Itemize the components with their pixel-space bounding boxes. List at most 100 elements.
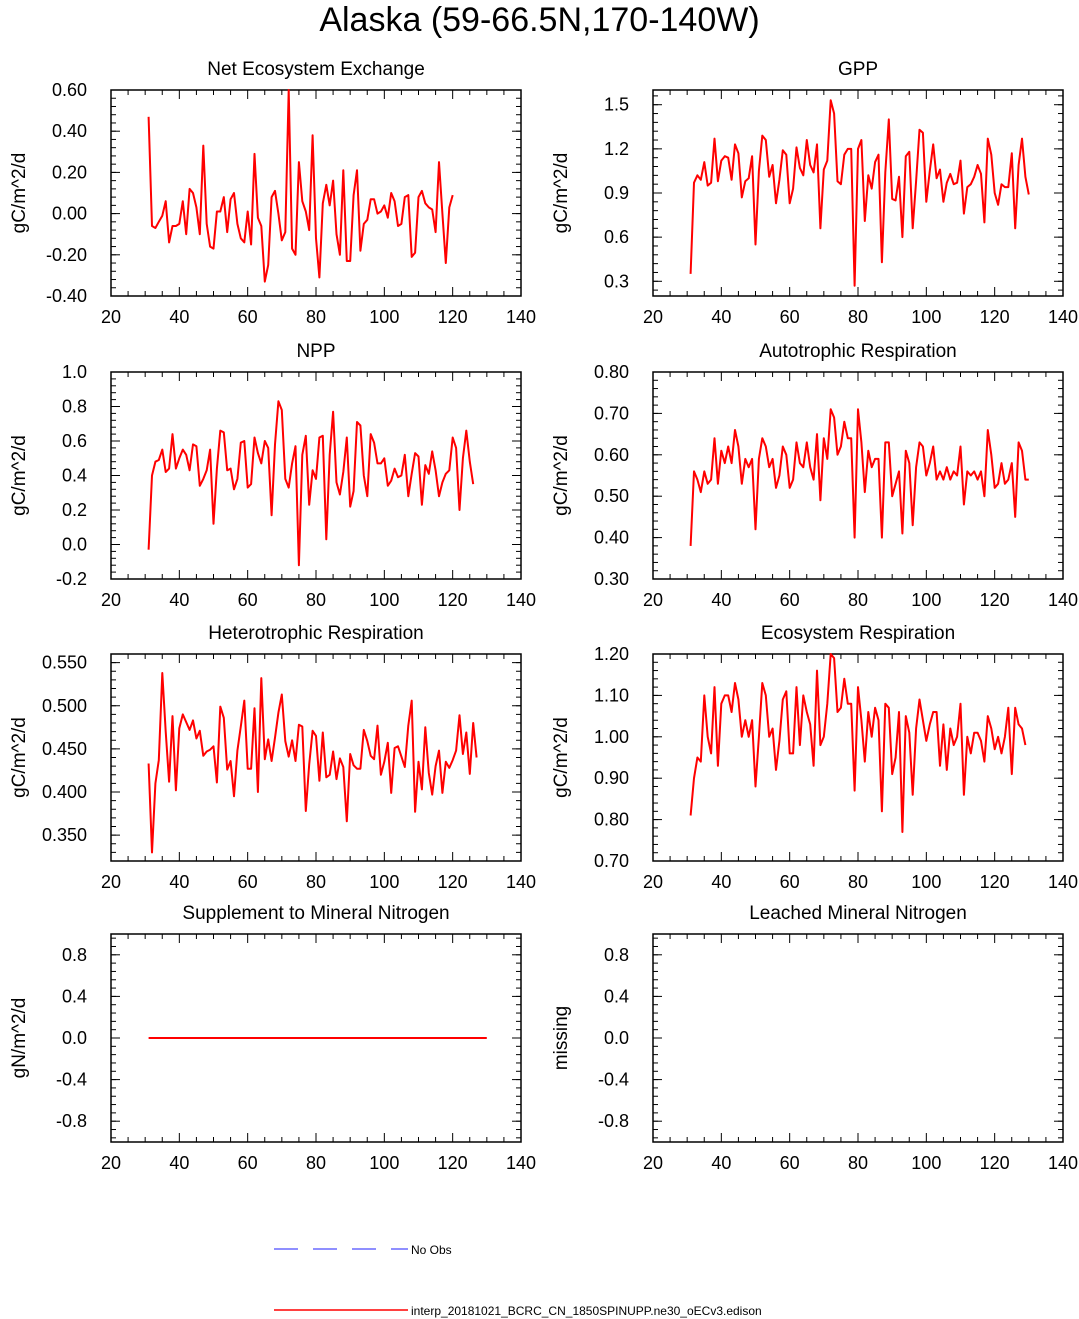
series-line-1: [689, 653, 1027, 833]
y-tick-label: 0.8: [62, 945, 87, 965]
legend: No Obs interp_20181021_BCRC_CN_1850SPINUP…: [274, 1243, 762, 1318]
x-tick-label: 80: [306, 1153, 326, 1173]
x-tick-label: 100: [911, 1153, 941, 1173]
x-tick-label: 40: [711, 307, 731, 327]
plot-frame: [652, 371, 1064, 580]
chart-title: Heterotrophic Respiration: [208, 623, 423, 644]
y-tick-label: -0.4: [598, 1070, 629, 1090]
x-tick-label: 140: [1048, 1153, 1078, 1173]
x-tick-label: 40: [711, 590, 731, 610]
x-tick-label: 140: [1048, 872, 1078, 892]
chart-panel-7: Supplement to Mineral Nitrogen 20 40 60 80 10…: [9, 903, 536, 1173]
x-tick-label: 100: [911, 307, 941, 327]
y-tick-label: 0.50: [594, 486, 629, 506]
y-axis-label: gC/m^2/d: [551, 717, 572, 798]
y-tick-label: 0.400: [42, 782, 87, 802]
chart-panel-2: GPP 20 40 60 80 100 120 140 0.3 0.6 0.9 1.2 1.5 gC/m^…: [551, 59, 1078, 327]
chart-title: Supplement to Mineral Nitrogen: [182, 903, 449, 924]
plot-frame: [110, 653, 522, 862]
x-tick-label: 40: [169, 307, 189, 327]
x-tick-label: 20: [643, 307, 663, 327]
chart-panel-1: Net Ecosystem Exchange 20 40 60 80 100 120 140 -…: [9, 59, 536, 327]
x-tick-label: 100: [369, 307, 399, 327]
x-tick-label: 20: [643, 590, 663, 610]
x-tick-label: 80: [306, 872, 326, 892]
x-tick-label: 120: [980, 590, 1010, 610]
x-tick-label: 20: [101, 590, 121, 610]
x-tick-label: 60: [238, 307, 258, 327]
y-tick-label: 0.500: [42, 696, 87, 716]
y-tick-label: 0.0: [62, 1028, 87, 1048]
x-tick-label: 60: [238, 1153, 258, 1173]
y-tick-label: 1.20: [594, 644, 629, 664]
y-tick-label: 0.60: [52, 80, 87, 100]
y-tick-label: 0.40: [594, 528, 629, 548]
legend-model-label: interp_20181021_BCRC_CN_1850SPINUPP.ne30…: [411, 1304, 762, 1318]
chart-panel-5: Heterotrophic Respiration 20 40 60 80 100 120 1…: [9, 623, 536, 892]
y-tick-label: -0.20: [46, 245, 87, 265]
y-axis-label: gC/m^2/d: [551, 435, 572, 516]
x-tick-label: 100: [369, 1153, 399, 1173]
y-tick-label: 0.00: [52, 204, 87, 224]
x-tick-label: 60: [238, 590, 258, 610]
x-tick-label: 20: [101, 1153, 121, 1173]
chart-title: Net Ecosystem Exchange: [207, 59, 425, 80]
chart-title: NPP: [296, 341, 335, 362]
y-tick-label: -0.2: [56, 569, 87, 589]
y-tick-label: 0.9: [604, 183, 629, 203]
y-axis-label: gC/m^2/d: [9, 717, 30, 798]
series-line-1: [147, 400, 475, 567]
y-axis-label: gN/m^2/d: [9, 998, 30, 1079]
y-axis-label: missing: [551, 1006, 572, 1070]
x-tick-label: 120: [980, 1153, 1010, 1173]
y-tick-label: 0.3: [604, 271, 629, 291]
y-tick-label: 0.90: [594, 768, 629, 788]
y-tick-label: 0.70: [594, 851, 629, 871]
x-tick-label: 140: [506, 590, 536, 610]
x-tick-label: 100: [911, 590, 941, 610]
legend-obs-label: No Obs: [411, 1243, 452, 1257]
x-tick-label: 120: [438, 307, 468, 327]
figure-title: Alaska (59-66.5N,170-140W): [319, 1, 760, 39]
x-tick-label: 140: [506, 1153, 536, 1173]
x-tick-label: 40: [169, 1153, 189, 1173]
x-tick-label: 140: [506, 872, 536, 892]
y-tick-label: 0.6: [604, 227, 629, 247]
chart-title: Leached Mineral Nitrogen: [749, 903, 967, 924]
x-tick-label: 80: [848, 590, 868, 610]
y-tick-label: -0.8: [56, 1111, 87, 1131]
y-tick-label: 0.4: [604, 986, 629, 1006]
plot-frame: [652, 89, 1064, 297]
y-tick-label: 0.350: [42, 825, 87, 845]
y-tick-label: 1.00: [594, 727, 629, 747]
y-tick-label: -0.40: [46, 286, 87, 306]
y-tick-label: 0.80: [594, 362, 629, 382]
series-line-1: [147, 89, 454, 283]
y-tick-label: 0.550: [42, 653, 87, 673]
plot-frame: [652, 933, 1064, 1143]
y-tick-label: 0.30: [594, 569, 629, 589]
x-tick-label: 100: [911, 872, 941, 892]
x-tick-label: 60: [780, 307, 800, 327]
x-tick-label: 20: [101, 872, 121, 892]
x-tick-label: 60: [780, 1153, 800, 1173]
x-tick-label: 100: [369, 872, 399, 892]
y-tick-label: 0.450: [42, 739, 87, 759]
y-tick-label: -0.4: [56, 1070, 87, 1090]
series-line-1: [689, 408, 1029, 546]
x-tick-label: 20: [643, 872, 663, 892]
y-tick-label: 0.70: [594, 403, 629, 423]
x-tick-label: 60: [780, 872, 800, 892]
x-tick-label: 40: [711, 1153, 731, 1173]
y-tick-label: 0.20: [52, 162, 87, 182]
y-tick-label: -0.8: [598, 1111, 629, 1131]
y-tick-label: 0.4: [62, 466, 87, 486]
y-tick-label: 0.80: [594, 810, 629, 830]
x-tick-label: 60: [780, 590, 800, 610]
chart-panel-3: NPP 20 40 60 80 100 120 140 -0.2 0.0 0.2 0.4 0.6 0.8 1…: [9, 341, 536, 610]
x-tick-label: 120: [438, 590, 468, 610]
x-tick-label: 20: [643, 1153, 663, 1173]
y-tick-label: 0.2: [62, 500, 87, 520]
x-tick-label: 80: [306, 590, 326, 610]
